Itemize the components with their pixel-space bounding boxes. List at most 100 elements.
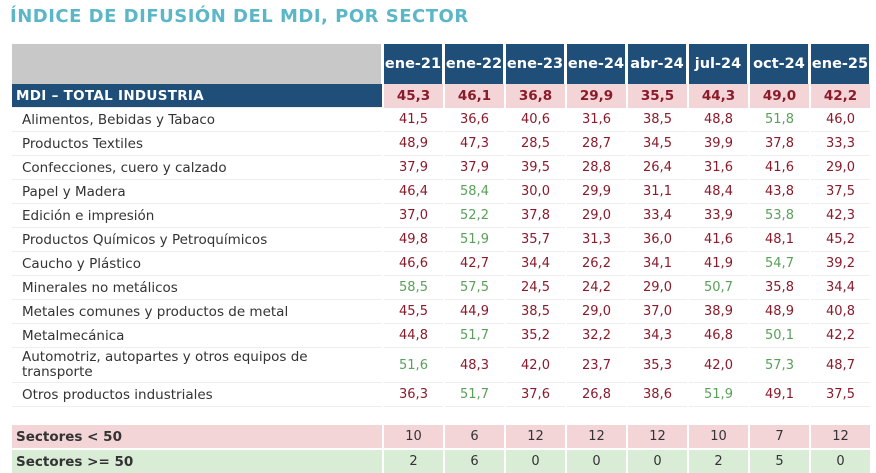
- value-cell: 37,5: [811, 383, 870, 407]
- value-cell: 41,6: [750, 156, 809, 180]
- column-header: ene-24: [567, 44, 626, 84]
- value-cell: 43,8: [750, 180, 809, 204]
- value-cell: 49,8: [384, 228, 443, 252]
- value-cell: 42,0: [506, 348, 565, 383]
- row-label: Automotriz, autopartes y otros equipos d…: [12, 348, 382, 383]
- value-cell: 34,5: [628, 132, 687, 156]
- value-cell: 51,7: [445, 383, 504, 407]
- value-cell: 46,8: [689, 324, 748, 348]
- value-cell: 37,0: [384, 204, 443, 228]
- value-cell: 49,0: [750, 84, 809, 108]
- value-cell: 35,8: [750, 276, 809, 300]
- value-cell: 48,3: [445, 348, 504, 383]
- table-row: Metalmecánica 44,8 51,7 35,2 32,2 34,3 46,8 50,…: [12, 324, 870, 348]
- row-label: Sectores < 50: [12, 425, 382, 448]
- value-cell: 26,8: [567, 383, 626, 407]
- value-cell: 10: [689, 425, 748, 448]
- value-cell: 49,1: [750, 383, 809, 407]
- value-cell: 37,8: [750, 132, 809, 156]
- total-row: MDI – TOTAL INDUSTRIA 45,3 46,1 36,8 29,9 35,…: [12, 84, 870, 108]
- value-cell: 0: [628, 448, 687, 473]
- row-label: Edición e impresión: [12, 204, 382, 228]
- value-cell: 46,4: [384, 180, 443, 204]
- value-cell: 45,2: [811, 228, 870, 252]
- value-cell: 7: [750, 425, 809, 448]
- value-cell: 26,2: [567, 252, 626, 276]
- table-row: Minerales no metálicos 58,5 57,5 24,5 24,2 29…: [12, 276, 870, 300]
- value-cell: 29,0: [567, 300, 626, 324]
- value-cell: 31,6: [567, 108, 626, 132]
- value-cell: 38,6: [628, 383, 687, 407]
- value-cell: 53,8: [750, 204, 809, 228]
- value-cell: 36,8: [506, 84, 565, 108]
- value-cell: 51,6: [384, 348, 443, 383]
- value-cell: 58,5: [384, 276, 443, 300]
- value-cell: 35,7: [506, 228, 565, 252]
- value-cell: 37,9: [384, 156, 443, 180]
- value-cell: 51,7: [445, 324, 504, 348]
- sectors-above-50-row: Sectores >= 50 2 6 0 0 0 2 5 0: [12, 448, 870, 473]
- value-cell: 0: [506, 448, 565, 473]
- row-label: Confecciones, cuero y calzado: [12, 156, 382, 180]
- value-cell: 37,5: [811, 180, 870, 204]
- value-cell: 30,0: [506, 180, 565, 204]
- value-cell: 24,2: [567, 276, 626, 300]
- value-cell: 39,5: [506, 156, 565, 180]
- value-cell: 42,3: [811, 204, 870, 228]
- value-cell: 26,4: [628, 156, 687, 180]
- value-cell: 28,5: [506, 132, 565, 156]
- value-cell: 10: [384, 425, 443, 448]
- value-cell: 34,3: [628, 324, 687, 348]
- value-cell: 37,6: [506, 383, 565, 407]
- value-cell: 38,5: [506, 300, 565, 324]
- value-cell: 47,3: [445, 132, 504, 156]
- row-label: Metales comunes y productos de metal: [12, 300, 382, 324]
- column-header: oct-24: [750, 44, 809, 84]
- value-cell: 50,1: [750, 324, 809, 348]
- value-cell: 48,1: [750, 228, 809, 252]
- row-label: Productos Químicos y Petroquímicos: [12, 228, 382, 252]
- value-cell: 48,9: [750, 300, 809, 324]
- column-header: ene-22: [445, 44, 504, 84]
- value-cell: 46,1: [445, 84, 504, 108]
- value-cell: 42,0: [689, 348, 748, 383]
- table-row: Otros productos industriales 36,3 51,7 37,6…: [12, 383, 870, 407]
- row-label: Productos Textiles: [12, 132, 382, 156]
- value-cell: 51,8: [750, 108, 809, 132]
- value-cell: 12: [628, 425, 687, 448]
- value-cell: 29,0: [628, 276, 687, 300]
- row-label: Minerales no metálicos: [12, 276, 382, 300]
- value-cell: 45,5: [384, 300, 443, 324]
- value-cell: 0: [811, 448, 870, 473]
- value-cell: 57,5: [445, 276, 504, 300]
- value-cell: 32,2: [567, 324, 626, 348]
- value-cell: 57,3: [750, 348, 809, 383]
- row-label: MDI – TOTAL INDUSTRIA: [12, 84, 382, 108]
- value-cell: 44,9: [445, 300, 504, 324]
- diffusion-table: ene-21 ene-22 ene-23 ene-24 abr-24 jul-24 oct-…: [10, 44, 872, 473]
- column-header: jul-24: [689, 44, 748, 84]
- value-cell: 6: [445, 425, 504, 448]
- value-cell: 35,5: [628, 84, 687, 108]
- value-cell: 42,7: [445, 252, 504, 276]
- value-cell: 28,7: [567, 132, 626, 156]
- value-cell: 2: [384, 448, 443, 473]
- value-cell: 39,2: [811, 252, 870, 276]
- value-cell: 24,5: [506, 276, 565, 300]
- value-cell: 36,3: [384, 383, 443, 407]
- value-cell: 37,8: [506, 204, 565, 228]
- value-cell: 33,3: [811, 132, 870, 156]
- value-cell: 51,9: [689, 383, 748, 407]
- value-cell: 33,4: [628, 204, 687, 228]
- row-label: Otros productos industriales: [12, 383, 382, 407]
- row-label: Papel y Madera: [12, 180, 382, 204]
- table-row: Papel y Madera 46,4 58,4 30,0 29,9 31,1 48,4 43…: [12, 180, 870, 204]
- value-cell: 40,8: [811, 300, 870, 324]
- value-cell: 37,9: [445, 156, 504, 180]
- value-cell: 46,6: [384, 252, 443, 276]
- value-cell: 58,4: [445, 180, 504, 204]
- column-header: ene-23: [506, 44, 565, 84]
- value-cell: 34,1: [628, 252, 687, 276]
- value-cell: 48,8: [689, 108, 748, 132]
- value-cell: 36,6: [445, 108, 504, 132]
